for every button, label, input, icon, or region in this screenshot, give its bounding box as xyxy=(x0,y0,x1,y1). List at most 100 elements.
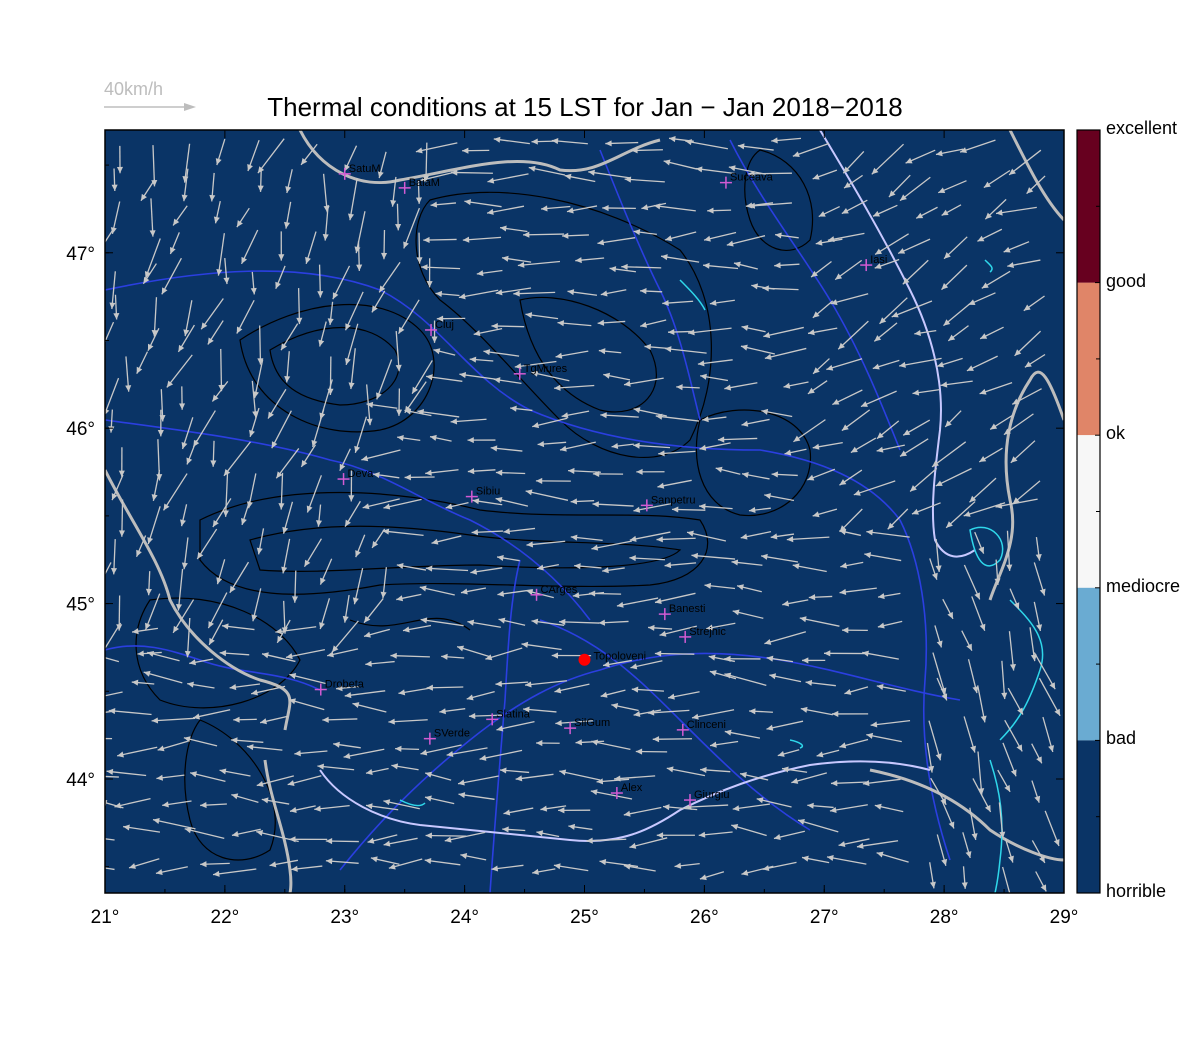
wind-arrow-head xyxy=(364,631,371,638)
wind-arrow-head xyxy=(864,552,872,559)
wind-arrow-head xyxy=(398,326,405,334)
wind-key-arrow-head xyxy=(184,103,196,111)
wind-arrow-head xyxy=(208,621,214,629)
wind-arrow-head xyxy=(554,687,562,694)
wind-arrow-shaft xyxy=(515,773,554,780)
colorbar xyxy=(1076,129,1101,894)
wind-arrow-head xyxy=(570,498,578,505)
wind-arrow-shaft xyxy=(866,530,910,538)
wind-arrow-head xyxy=(457,645,465,652)
wind-arrow-head xyxy=(771,137,778,144)
wind-arrow-shaft xyxy=(306,475,323,513)
wind-arrow-head xyxy=(726,240,734,247)
wind-arrow-head xyxy=(436,315,444,322)
wind-arrow-head xyxy=(969,495,977,503)
colorbar-segment xyxy=(1077,740,1100,893)
wind-arrow-shaft xyxy=(105,710,116,713)
wind-arrow-head xyxy=(831,710,839,717)
wind-arrow-head xyxy=(761,408,769,415)
wind-arrow-head xyxy=(663,159,671,166)
station-label: Alex xyxy=(621,782,643,794)
wind-arrow-head xyxy=(305,256,311,264)
wind-arrow-shaft xyxy=(870,719,911,726)
wind-arrow-head xyxy=(537,440,545,448)
wind-arrow-head xyxy=(965,851,972,858)
wind-arrow-shaft xyxy=(786,536,830,541)
wind-arrow-head xyxy=(633,506,641,513)
wind-arrow-head xyxy=(603,372,611,379)
wind-arrow-head xyxy=(731,824,739,830)
wind-arrow-head xyxy=(383,799,391,806)
wind-arrow-head xyxy=(445,503,453,510)
wind-arrow-head xyxy=(344,357,351,365)
wind-arrow-shaft xyxy=(623,806,662,816)
wind-arrow-head xyxy=(691,552,699,559)
wind-arrow-head xyxy=(887,522,895,530)
wind-arrow-head xyxy=(528,165,536,172)
wind-arrow-head xyxy=(874,803,882,810)
wind-arrow-head xyxy=(233,716,240,723)
wind-arrow-head xyxy=(110,567,118,575)
wind-arrow-head xyxy=(1010,769,1017,777)
wind-arrow-head xyxy=(866,732,874,739)
wind-arrow-head xyxy=(631,147,638,154)
wind-arrow-shaft xyxy=(220,348,223,392)
wind-arrow-head xyxy=(588,590,596,597)
wind-arrow-head xyxy=(493,136,501,143)
wind-arrow-shaft xyxy=(420,744,462,755)
wind-arrow-head xyxy=(490,445,498,452)
wind-arrow-shaft xyxy=(977,751,983,795)
wind-arrow-head xyxy=(874,263,882,269)
wind-arrow-head xyxy=(715,466,723,473)
wind-arrow-head xyxy=(588,169,595,176)
wind-arrow-head xyxy=(564,173,572,180)
wind-arrow-head xyxy=(345,519,351,527)
wind-arrow-head xyxy=(231,737,238,744)
wind-arrow-shaft xyxy=(931,441,967,468)
wind-arrow-head xyxy=(78,862,85,868)
wind-arrow-head xyxy=(600,691,608,698)
wind-arrow-head xyxy=(151,329,158,337)
wind-arrow-head xyxy=(147,537,154,545)
wind-arrow-head xyxy=(575,257,582,264)
wind-arrow-head xyxy=(352,702,360,709)
wind-arrow-head xyxy=(187,681,194,688)
wind-arrow-head xyxy=(382,528,390,535)
wind-arrow-head xyxy=(319,622,325,630)
wind-arrow-head xyxy=(1040,884,1047,892)
wind-arrow-head xyxy=(574,563,581,570)
selected-location: Topoloveni xyxy=(578,651,646,666)
wind-arrow-head xyxy=(344,164,351,172)
wind-arrow-head xyxy=(741,869,749,876)
wind-arrow-head xyxy=(216,268,223,276)
wind-arrow-head xyxy=(391,763,399,770)
wind-arrow-head xyxy=(707,207,714,214)
wind-arrow-shaft xyxy=(192,410,216,448)
wind-arrow-head xyxy=(314,805,321,812)
wind-arrow-head xyxy=(1035,554,1042,561)
wind-arrow-head xyxy=(1009,664,1017,671)
selected-location-dot xyxy=(578,653,591,666)
wind-arrow-shaft xyxy=(186,617,191,658)
wind-arrow-head xyxy=(388,863,396,870)
wind-arrow-head xyxy=(830,780,838,787)
wind-arrow-head xyxy=(843,166,850,174)
wind-arrow-shaft xyxy=(421,266,461,270)
wind-arrow-head xyxy=(431,336,438,343)
wind-arrow-shaft xyxy=(647,709,690,714)
wind-arrow-head xyxy=(136,366,143,374)
wind-key-label: 40km/h xyxy=(104,79,164,99)
wind-arrow-head xyxy=(945,420,952,427)
wind-arrow-shaft xyxy=(116,746,158,757)
wind-arrow-head xyxy=(131,679,139,686)
wind-arrow-head xyxy=(366,401,374,408)
wind-arrow-head xyxy=(802,657,809,664)
wind-arrow-head xyxy=(152,818,160,824)
wind-arrow-head xyxy=(289,807,297,813)
wind-arrow-head xyxy=(840,562,848,569)
wind-arrow-head xyxy=(166,380,174,388)
wind-arrow-head xyxy=(221,623,229,630)
wind-arrow-head xyxy=(257,358,264,365)
wind-arrow-head xyxy=(426,374,433,381)
wind-arrow-shaft xyxy=(654,592,696,604)
